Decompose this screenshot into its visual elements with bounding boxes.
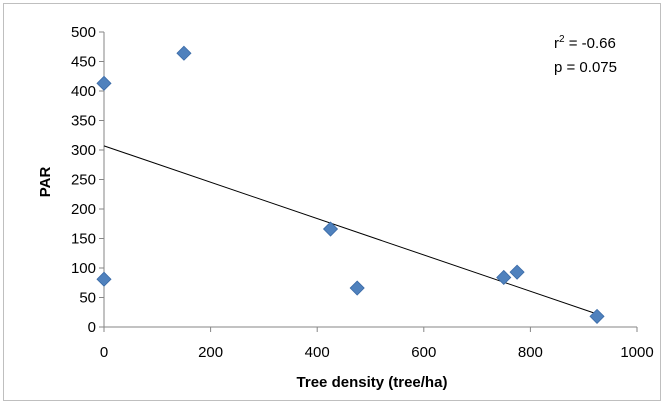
y-tick-label: 150 — [71, 231, 96, 248]
data-point-marker — [589, 308, 605, 324]
data-point-marker — [96, 75, 112, 91]
y-axis-title: PAR — [37, 167, 54, 198]
y-tick-label: 450 — [71, 54, 96, 71]
trendline — [103, 145, 598, 315]
y-tick-label: 250 — [71, 172, 96, 189]
y-tick-label: 200 — [71, 201, 96, 218]
data-point-marker — [96, 271, 112, 287]
r-squared-annotation: r2 = -0.66 — [554, 34, 616, 52]
y-tick-label: 500 — [71, 24, 96, 41]
r-squared-superscript: 2 — [559, 34, 565, 45]
x-tick-label: 200 — [198, 344, 223, 361]
r-squared-value: = -0.66 — [565, 35, 616, 52]
y-tick-label: 0 — [88, 319, 96, 336]
chart-area — [3, 3, 661, 401]
x-tick-label: 800 — [518, 344, 543, 361]
x-ticks: 0 200 400 600 800 1000 — [100, 327, 654, 361]
y-ticks: 0 50 100 150 200 250 300 350 400 450 500 — [71, 24, 104, 336]
r-squared-symbol: r — [554, 35, 559, 52]
data-point-marker — [322, 221, 339, 237]
x-tick-label: 400 — [305, 344, 330, 361]
data-point-marker — [509, 264, 525, 280]
y-tick-label: 350 — [71, 113, 96, 130]
y-tick-label: 300 — [71, 142, 96, 159]
x-tick-label: 600 — [411, 344, 436, 361]
x-axis-title: Tree density (tree/ha) — [297, 374, 448, 391]
axes — [103, 32, 637, 328]
x-tick-label: 0 — [100, 344, 108, 361]
y-tick-label: 400 — [71, 83, 96, 100]
y-tick-label: 100 — [71, 260, 96, 277]
x-tick-label: 1000 — [620, 344, 653, 361]
data-point-marker — [349, 280, 365, 296]
y-tick-label: 50 — [79, 290, 96, 307]
data-points — [96, 45, 605, 324]
data-point-marker — [176, 45, 192, 61]
data-point-marker — [496, 269, 512, 286]
p-value-annotation: p = 0.075 — [554, 59, 617, 76]
